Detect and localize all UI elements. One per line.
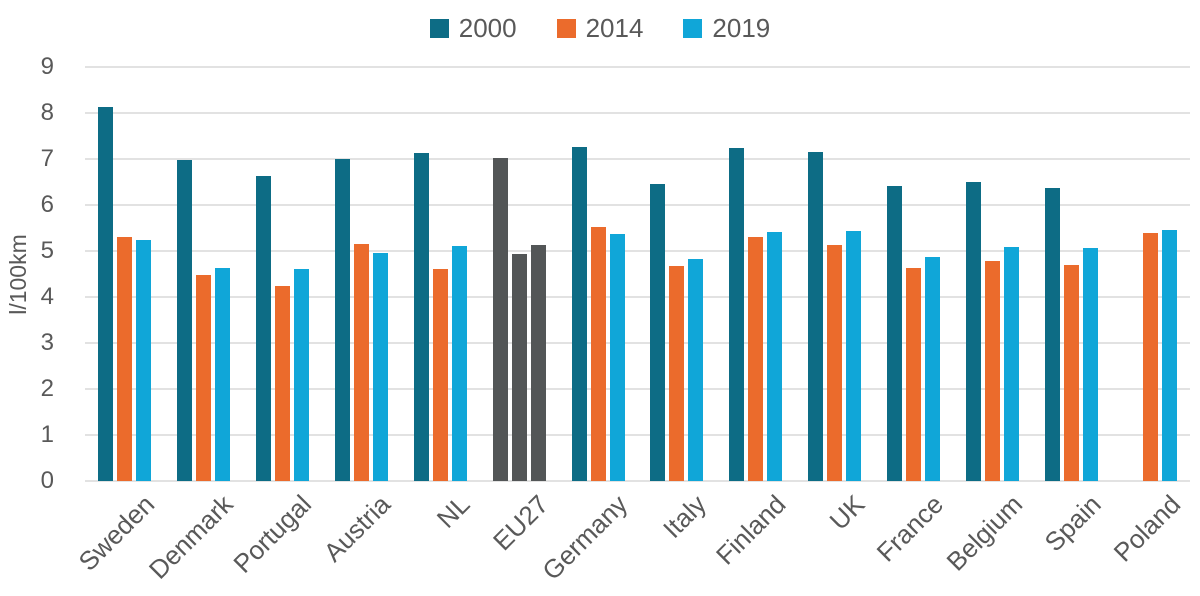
legend: 2000 2014 2019	[0, 13, 1200, 44]
gridline	[85, 434, 1190, 437]
bar-poland-2019	[1162, 230, 1178, 481]
bar-denmark-2014	[195, 275, 211, 481]
bar-austria-2019	[372, 252, 388, 481]
y-axis-ticks: 0 1 2 3 4 5 6 7 8 9	[0, 55, 56, 493]
bar-italy-2000	[650, 183, 666, 481]
bar-uk-2019	[846, 231, 862, 481]
bar-eu27-2014	[511, 254, 527, 481]
y-tick-label: 1	[40, 421, 54, 448]
bar-austria-2000	[334, 159, 350, 481]
x-label-germany: Germany	[536, 489, 634, 586]
legend-label: 2000	[458, 13, 517, 43]
bar-germany-2019	[609, 233, 625, 481]
gridline	[85, 388, 1190, 391]
legend-item-2000: 2000	[429, 13, 517, 44]
bar-germany-2014	[590, 226, 606, 481]
bar-nl-2019	[451, 246, 467, 481]
x-label-austria: Austria	[318, 489, 397, 568]
legend-label: 2019	[712, 13, 771, 43]
y-tick-label: 4	[40, 283, 54, 310]
bar-belgium-2014	[985, 261, 1001, 481]
legend-swatch-icon	[429, 19, 449, 38]
y-tick-label: 3	[40, 329, 54, 357]
legend-swatch-icon	[683, 19, 703, 38]
gridline	[85, 158, 1190, 160]
bar-italy-2014	[669, 265, 685, 481]
bar-poland-2014	[1143, 232, 1159, 481]
legend-swatch-icon	[556, 19, 576, 38]
gridline	[85, 112, 1190, 115]
bar-france-2019	[925, 256, 941, 481]
x-label-spain: Spain	[1038, 489, 1107, 558]
bar-france-2014	[906, 268, 922, 481]
gridline	[85, 66, 1190, 68]
bar-portugal-2014	[274, 286, 290, 481]
bar-finland-2019	[767, 231, 783, 481]
y-tick-label: 9	[40, 53, 54, 80]
gridline	[85, 480, 1190, 482]
y-tick-label: 6	[40, 191, 54, 219]
bar-belgium-2019	[1004, 247, 1020, 481]
y-tick-label: 8	[40, 99, 54, 126]
y-tick-label: 7	[40, 145, 54, 172]
bar-spain-2000	[1045, 188, 1061, 481]
legend-item-2014: 2014	[556, 13, 644, 44]
bar-germany-2000	[571, 146, 587, 481]
x-label-portugal: Portugal	[227, 489, 318, 579]
x-label-nl: NL	[430, 489, 476, 534]
bar-eu27-2000	[492, 158, 508, 481]
y-tick-label: 2	[40, 375, 54, 402]
x-label-france: France	[870, 489, 949, 568]
bar-nl-2000	[413, 153, 429, 481]
bar-italy-2019	[688, 259, 704, 481]
bar-sweden-2019	[135, 239, 151, 481]
legend-item-2019: 2019	[683, 13, 770, 44]
bar-belgium-2000	[966, 181, 982, 481]
bar-spain-2014	[1064, 264, 1080, 481]
bar-austria-2014	[353, 243, 369, 481]
bar-portugal-2019	[293, 268, 309, 481]
gridline	[85, 342, 1190, 345]
y-tick-label: 5	[40, 237, 54, 264]
bar-finland-2000	[729, 147, 745, 481]
bar-portugal-2000	[255, 176, 271, 481]
y-tick-label: 0	[40, 467, 54, 494]
x-label-uk: UK	[823, 489, 871, 536]
bar-finland-2014	[748, 237, 764, 481]
x-label-poland: Poland	[1107, 489, 1186, 568]
gridline	[85, 250, 1190, 252]
x-label-finland: Finland	[709, 489, 792, 571]
gridline	[85, 204, 1190, 207]
bar-denmark-2000	[176, 160, 192, 481]
bar-uk-2000	[808, 152, 824, 481]
bar-denmark-2019	[214, 268, 230, 481]
x-axis-labels: Sweden Denmark Portugal Austria NL EU27 German…	[72, 489, 1190, 594]
x-label-eu27: EU27	[487, 489, 555, 557]
bar-uk-2014	[827, 245, 843, 481]
plot-area	[85, 66, 1190, 482]
legend-label: 2014	[585, 13, 644, 43]
bar-france-2000	[887, 186, 903, 481]
bar-eu27-2019	[530, 244, 546, 481]
gridline	[85, 296, 1190, 299]
x-label-italy: Italy	[657, 489, 713, 544]
bar-sweden-2014	[116, 237, 132, 481]
bar-sweden-2000	[97, 107, 113, 481]
bar-nl-2014	[432, 269, 448, 481]
x-label-denmark: Denmark	[142, 489, 239, 585]
bar-spain-2019	[1083, 248, 1099, 481]
x-label-belgium: Belgium	[940, 489, 1028, 577]
